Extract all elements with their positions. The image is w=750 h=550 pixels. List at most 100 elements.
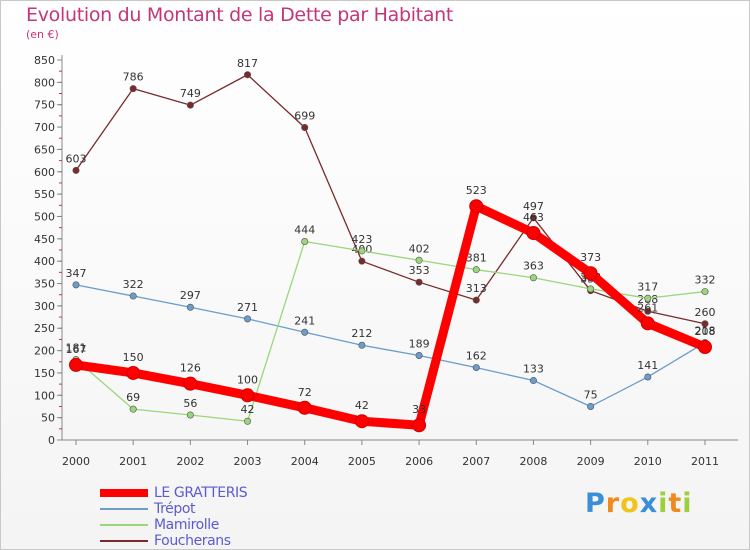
data-point — [701, 288, 709, 296]
y-tick-label: 650 — [34, 143, 55, 156]
y-tick-label: 850 — [34, 54, 55, 67]
data-point — [640, 316, 655, 331]
data-point — [297, 400, 312, 415]
x-tick-label: 2000 — [62, 455, 90, 468]
logo-letter: i — [658, 488, 669, 519]
x-tick-label: 2007 — [462, 455, 490, 468]
data-label: 423 — [351, 233, 372, 246]
data-label: 150 — [123, 351, 144, 364]
series-line — [75, 284, 706, 408]
data-label: 317 — [637, 280, 658, 293]
y-tick-label: 600 — [34, 166, 55, 179]
data-point — [644, 294, 652, 302]
unit-label: (en €) — [26, 28, 59, 41]
logo-letter: o — [620, 488, 640, 519]
legend-label: LE GRATTERIS — [154, 485, 248, 501]
data-label: 42 — [241, 403, 255, 416]
data-label: 42 — [355, 399, 369, 412]
legend-label: Trépot — [154, 501, 196, 517]
data-label: 261 — [637, 301, 658, 314]
x-tick-label: 2009 — [577, 455, 605, 468]
data-label: 786 — [123, 71, 144, 84]
data-label: 817 — [237, 57, 258, 70]
data-label: 189 — [409, 338, 430, 351]
data-label: 497 — [523, 200, 544, 213]
data-point — [701, 320, 709, 328]
logo-letter: x — [639, 488, 659, 519]
y-tick-label: 750 — [34, 99, 55, 112]
data-label: 313 — [466, 282, 487, 295]
y-tick-label: 550 — [34, 188, 55, 201]
data-point — [415, 278, 423, 286]
data-point — [69, 357, 83, 372]
data-label: 56 — [183, 397, 197, 410]
data-label: 167 — [66, 343, 87, 356]
data-label: 181 — [66, 342, 87, 355]
x-tick-label: 2002 — [176, 455, 204, 468]
data-point — [244, 315, 252, 323]
x-tick-label: 2011 — [691, 455, 719, 468]
data-label: 75 — [584, 388, 598, 401]
x-tick-label: 2006 — [405, 455, 433, 468]
data-label: 100 — [237, 373, 258, 386]
data-point — [472, 266, 480, 274]
data-point — [244, 417, 252, 425]
y-tick-label: 50 — [41, 412, 55, 425]
data-label: 353 — [409, 264, 430, 277]
data-point — [415, 352, 423, 360]
data-point — [358, 341, 366, 349]
data-point — [186, 411, 194, 419]
x-tick-label: 2001 — [119, 455, 147, 468]
data-label: 162 — [466, 350, 487, 363]
data-label: 260 — [694, 306, 715, 319]
data-label: 322 — [123, 278, 144, 291]
x-tick-label: 2004 — [291, 455, 319, 468]
data-point — [697, 340, 712, 355]
data-point — [526, 226, 541, 241]
data-label: 402 — [409, 242, 430, 255]
data-point — [129, 292, 137, 300]
data-point — [644, 373, 652, 381]
series-line — [71, 201, 710, 430]
data-label: 208 — [694, 325, 715, 338]
y-tick-label: 200 — [34, 345, 55, 358]
data-point — [529, 214, 537, 222]
y-tick-label: 400 — [34, 255, 55, 268]
y-tick-label: 0 — [48, 434, 55, 447]
data-label: 297 — [180, 289, 201, 302]
y-tick-label: 450 — [34, 233, 55, 246]
data-point — [129, 85, 137, 93]
data-point — [186, 101, 194, 109]
data-point — [301, 328, 309, 336]
data-point — [412, 418, 427, 433]
logo-letter: t — [668, 488, 683, 519]
data-label: 332 — [694, 274, 715, 287]
logo-letter: P — [585, 488, 606, 519]
data-label: 218 — [694, 325, 715, 338]
data-label: 72 — [298, 386, 312, 399]
data-point — [354, 414, 369, 429]
legend-swatch — [100, 489, 148, 497]
data-label: 363 — [523, 260, 544, 273]
data-point — [415, 256, 423, 264]
data-point — [358, 257, 366, 265]
legend-label: Mamirolle — [154, 517, 219, 533]
data-point — [529, 377, 537, 385]
data-point — [72, 166, 80, 174]
data-point — [129, 405, 137, 413]
legend-swatch — [100, 508, 148, 510]
data-label: 33 — [412, 403, 426, 416]
y-tick-label: 700 — [34, 121, 55, 134]
data-point — [583, 266, 598, 281]
data-point — [72, 281, 80, 289]
data-point — [472, 296, 480, 304]
series-line — [75, 240, 706, 422]
legend-swatch — [100, 540, 148, 542]
logo-letter: r — [605, 488, 621, 519]
x-tick-label: 2010 — [634, 455, 662, 468]
data-point — [358, 247, 366, 255]
data-point — [244, 71, 252, 79]
data-label: 141 — [637, 359, 658, 372]
data-point — [301, 124, 309, 132]
